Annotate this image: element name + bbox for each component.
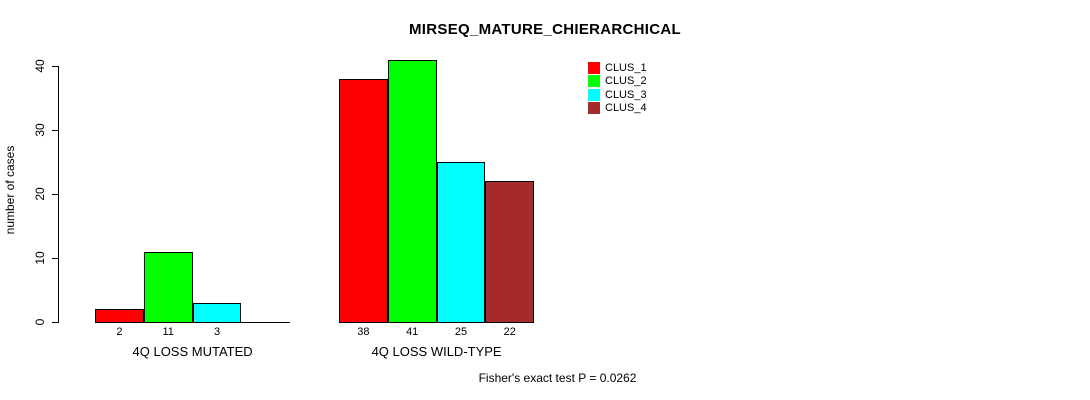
legend-label: CLUS_2 <box>605 75 647 88</box>
y-tick-label: 20 <box>33 187 47 201</box>
legend-swatch-icon <box>588 61 600 74</box>
legend-item-CLUS_2: CLUS_2 <box>588 75 647 89</box>
y-tick-label: 0 <box>33 318 47 326</box>
bar-value-label: 25 <box>454 326 468 338</box>
bar-value-label: 41 <box>406 326 419 338</box>
group-label: 4Q LOSS WILD-TYPE <box>371 344 502 359</box>
legend-swatch-icon <box>588 88 600 101</box>
bar-value-label: 22 <box>503 326 516 338</box>
y-tick-label: 40 <box>33 59 47 73</box>
legend-label: CLUS_4 <box>605 102 647 115</box>
legend-swatch-icon <box>588 102 600 115</box>
chart-title: MIRSEQ_MATURE_CHIERARCHICAL <box>409 21 681 38</box>
bar-value-label: 11 <box>162 326 174 338</box>
bar-CLUS_3-2 <box>436 162 486 323</box>
bar-CLUS_4-2 <box>485 181 535 323</box>
bar-CLUS_2-2 <box>387 59 437 323</box>
y-tick-label: 30 <box>33 123 47 137</box>
bar-CLUS_1-1 <box>95 309 144 323</box>
group-label: 4Q LOSS MUTATED <box>132 344 253 359</box>
bar-value-label: 3 <box>213 326 221 338</box>
y-axis-tick <box>52 130 58 131</box>
y-axis-line <box>58 66 59 323</box>
bar-value-label: 38 <box>357 326 370 338</box>
y-axis-tick <box>52 194 58 195</box>
bar-CLUS_1-2 <box>339 78 388 323</box>
y-axis-tick <box>52 258 58 259</box>
bar-value-label: 2 <box>116 326 123 338</box>
bar-CLUS_3-1 <box>192 302 242 323</box>
legend-swatch-icon <box>588 75 600 88</box>
legend-label: CLUS_1 <box>605 61 647 74</box>
y-axis-tick <box>52 322 58 323</box>
legend-label: CLUS_3 <box>605 88 647 101</box>
legend-item-CLUS_1: CLUS_1 <box>588 61 647 75</box>
y-axis-label: number of cases <box>3 145 17 235</box>
legend-item-CLUS_3: CLUS_3 <box>588 88 647 102</box>
legend-item-CLUS_4: CLUS_4 <box>588 102 647 116</box>
y-tick-label: 10 <box>33 251 47 265</box>
bar-CLUS_2-1 <box>143 251 193 323</box>
y-axis-tick <box>52 66 58 67</box>
footer-note: Fisher's exact test P = 0.0262 <box>478 371 637 385</box>
legend: CLUS_1 CLUS_2 CLUS_3 CLUS_4 <box>588 61 647 115</box>
